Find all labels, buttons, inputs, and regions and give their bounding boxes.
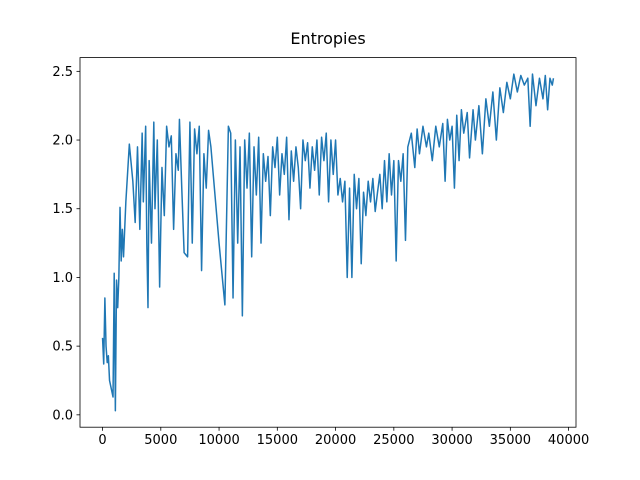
y-tick-label: 2.5 [52,65,73,80]
x-tick-label: 25000 [373,433,414,448]
axes-frame [79,57,577,428]
y-tick-label: 0.0 [52,408,73,423]
y-tick-label: 1.5 [52,202,73,217]
x-tick-label: 35000 [490,433,531,448]
x-tick-label: 0 [98,433,106,448]
y-tick-label: 2.0 [52,134,73,149]
y-tick-label: 0.5 [52,340,73,355]
y-tick-label: 1.0 [52,271,73,286]
x-tick-label: 10000 [198,433,239,448]
x-tick-label: 5000 [144,433,177,448]
x-tick-label: 40000 [548,433,589,448]
x-tick-label: 20000 [315,433,356,448]
x-tick-label: 30000 [431,433,472,448]
data-line [101,73,555,412]
chart-title: Entropies [290,29,365,48]
x-tick-label: 15000 [257,433,298,448]
